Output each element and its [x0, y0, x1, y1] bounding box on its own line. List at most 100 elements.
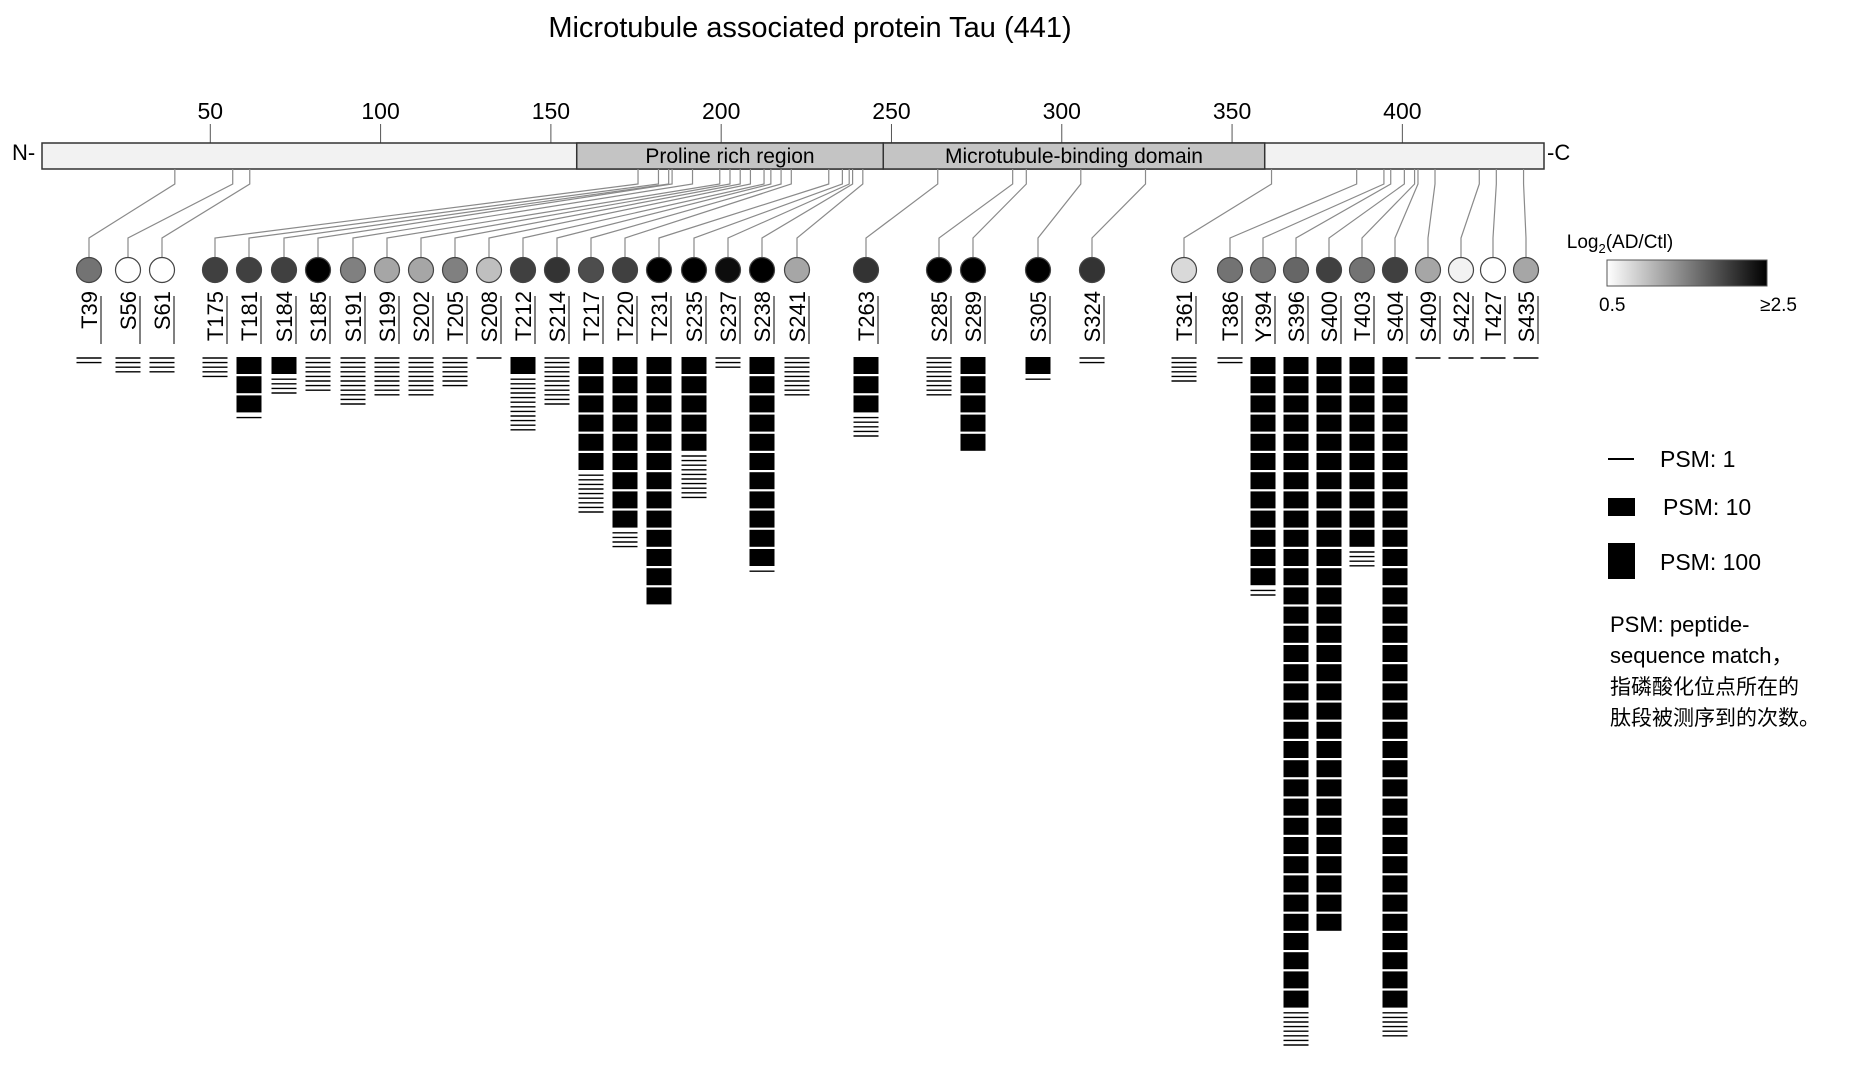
psm-block — [749, 453, 775, 470]
site-circle — [783, 256, 811, 284]
site-T361: T361 — [1170, 256, 1198, 382]
psm-block — [1382, 856, 1408, 874]
figure-title: Microtubule associated protein Tau (441) — [548, 12, 1071, 44]
psm-block — [646, 549, 672, 566]
color-scale-title-suffix: (AD/Ctl) — [1606, 232, 1674, 253]
site-connector — [1091, 169, 1147, 258]
psm-block — [749, 433, 775, 451]
psm-note-line: sequence match， — [1610, 643, 1793, 668]
psm-block — [1283, 568, 1309, 586]
site-circle — [1414, 256, 1442, 284]
psm-block — [681, 414, 707, 432]
psm-block — [1316, 837, 1342, 854]
psm-block — [1316, 568, 1342, 586]
psm-block — [1316, 357, 1342, 374]
site-circle — [1282, 256, 1310, 284]
psm-block — [1283, 933, 1309, 950]
site-S238: S238 — [748, 256, 776, 572]
site-circle — [1024, 256, 1052, 284]
psm-1-label: PSM: 1 — [1660, 446, 1735, 472]
site-S56: S56 — [114, 256, 142, 373]
psm-block — [1316, 913, 1342, 931]
site-label: S235 — [682, 291, 707, 342]
site-circle — [1170, 256, 1198, 284]
psm-10-symbol — [1608, 498, 1635, 516]
psm-block — [612, 414, 638, 432]
ruler-tick-label: 50 — [197, 98, 223, 124]
site-connector — [454, 169, 741, 258]
site-label: S208 — [477, 291, 502, 342]
psm-block — [1250, 549, 1276, 566]
psm-block — [960, 395, 986, 413]
psm-block — [853, 376, 879, 394]
site-circle — [1249, 256, 1277, 284]
psm-block — [646, 568, 672, 586]
psm-block — [1283, 357, 1309, 374]
psm-block — [1316, 491, 1342, 509]
site-T217: T217 — [577, 256, 605, 513]
psm-block — [1382, 990, 1408, 1008]
psm-block — [1382, 568, 1408, 586]
psm-block — [1316, 472, 1342, 490]
psm-block — [646, 587, 672, 605]
psm-block — [853, 395, 879, 413]
site-circle — [1078, 256, 1106, 284]
psm-block — [681, 433, 707, 451]
site-Y394: Y394 — [1249, 256, 1277, 596]
psm-block — [1349, 529, 1375, 547]
psm-block — [1349, 472, 1375, 490]
psm-block — [612, 376, 638, 394]
site-S400: S400 — [1315, 256, 1343, 931]
color-scale-title-prefix: Log — [1567, 232, 1599, 253]
site-label: S214 — [545, 291, 570, 342]
site-connector — [352, 169, 694, 258]
site-S185: S185 — [304, 256, 332, 391]
site-S285: S285 — [925, 256, 953, 396]
site-label: T427 — [1481, 291, 1506, 341]
domain-1-label: Microtubule-binding domain — [945, 145, 1203, 168]
site-label: S238 — [750, 291, 775, 342]
psm-note-line: 肽段被测序到的次数。 — [1610, 707, 1820, 730]
psm-block — [646, 395, 672, 413]
color-scale-title-subscript: 2 — [1598, 241, 1605, 256]
psm-block — [1283, 529, 1309, 547]
psm-block — [1316, 414, 1342, 432]
psm-block — [749, 472, 775, 490]
site-connector — [590, 169, 782, 258]
site-label: S61 — [150, 291, 175, 330]
site-label: S199 — [375, 291, 400, 342]
site-circle — [1315, 256, 1343, 284]
domain-0-box — [575, 142, 885, 170]
site-circle — [680, 256, 708, 284]
domain-1-box — [882, 142, 1266, 170]
site-T39: T39 — [75, 256, 103, 364]
site-circle — [1512, 256, 1540, 284]
psm-block — [1349, 376, 1375, 394]
ruler-tick-label: 150 — [532, 98, 570, 124]
site-label: T386 — [1218, 291, 1243, 341]
psm-block — [1283, 990, 1309, 1008]
site-T220: T220 — [611, 256, 639, 548]
site-S214: S214 — [543, 256, 571, 405]
site-S202: S202 — [407, 256, 435, 396]
psm-block — [236, 376, 262, 394]
site-connector — [727, 169, 850, 258]
site-S235: S235 — [680, 256, 708, 499]
psm-legend: PSM: 1 PSM: 10 PSM: 100 — [1608, 446, 1761, 579]
site-T427: T427 — [1479, 256, 1507, 359]
ruler-tick-label: 100 — [361, 98, 399, 124]
psm-100-symbol — [1608, 543, 1635, 579]
psm-block — [1283, 702, 1309, 720]
psm-block — [960, 433, 986, 451]
psm-block — [1382, 433, 1408, 451]
site-label: S237 — [716, 291, 741, 342]
site-connector — [214, 169, 639, 258]
psm-block — [1283, 817, 1309, 835]
psm-block — [646, 491, 672, 509]
site-circle — [645, 256, 673, 284]
site-circle — [75, 256, 103, 284]
psm-block — [1382, 453, 1408, 470]
psm-block — [1283, 433, 1309, 451]
psm-block — [646, 357, 672, 374]
psm-note: PSM: peptide- sequence match， 指磷酸化位点所在的 … — [1610, 612, 1820, 730]
